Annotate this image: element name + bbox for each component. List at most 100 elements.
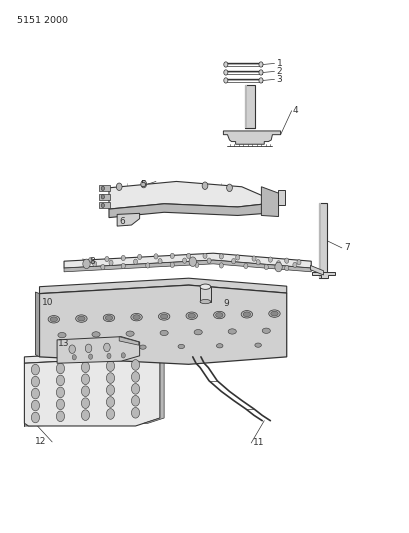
Circle shape [267, 257, 272, 262]
Ellipse shape [254, 343, 261, 348]
Circle shape [189, 257, 196, 266]
Polygon shape [119, 337, 139, 345]
Bar [277, 190, 284, 205]
Text: 5: 5 [139, 180, 145, 189]
Text: 8: 8 [89, 257, 94, 265]
Ellipse shape [101, 346, 108, 350]
Circle shape [284, 265, 288, 271]
Bar [99, 185, 110, 191]
Circle shape [243, 263, 247, 269]
Circle shape [202, 182, 207, 189]
Polygon shape [24, 351, 160, 364]
Circle shape [31, 376, 39, 387]
Circle shape [88, 257, 92, 263]
Ellipse shape [78, 316, 85, 321]
Ellipse shape [186, 312, 197, 319]
Bar [99, 202, 110, 208]
Text: 12: 12 [35, 438, 46, 447]
Circle shape [31, 412, 39, 423]
Circle shape [81, 398, 89, 408]
Polygon shape [35, 292, 39, 357]
Circle shape [133, 259, 137, 264]
Circle shape [141, 180, 146, 188]
Circle shape [258, 62, 263, 67]
Ellipse shape [105, 316, 112, 320]
Ellipse shape [270, 311, 277, 316]
Text: 3: 3 [276, 75, 281, 84]
Circle shape [182, 258, 186, 263]
Polygon shape [39, 278, 286, 294]
Ellipse shape [92, 332, 100, 337]
Ellipse shape [48, 316, 59, 323]
Circle shape [231, 259, 235, 264]
Bar [319, 203, 321, 278]
Ellipse shape [262, 328, 270, 333]
Text: 4: 4 [292, 106, 298, 115]
Circle shape [56, 399, 64, 410]
Polygon shape [311, 272, 334, 278]
Circle shape [56, 363, 64, 374]
Bar [319, 203, 326, 278]
Circle shape [92, 261, 97, 266]
Circle shape [103, 343, 110, 352]
Circle shape [131, 384, 139, 394]
Circle shape [219, 254, 223, 259]
Circle shape [258, 70, 263, 75]
Circle shape [31, 400, 39, 411]
Ellipse shape [178, 344, 184, 349]
Text: 9: 9 [223, 299, 229, 308]
Circle shape [170, 253, 174, 259]
Ellipse shape [133, 315, 140, 320]
Circle shape [207, 258, 211, 263]
Circle shape [121, 263, 125, 269]
Ellipse shape [188, 313, 195, 318]
Ellipse shape [158, 313, 169, 320]
Circle shape [264, 264, 267, 270]
Bar [245, 85, 247, 128]
Polygon shape [64, 260, 310, 272]
Circle shape [202, 253, 207, 259]
Polygon shape [310, 265, 323, 275]
Text: 5151 2000: 5151 2000 [17, 15, 68, 25]
Text: 6: 6 [119, 217, 125, 226]
Circle shape [131, 407, 139, 418]
Circle shape [85, 344, 92, 353]
Circle shape [101, 186, 104, 190]
Circle shape [121, 255, 125, 261]
Polygon shape [261, 187, 278, 216]
Polygon shape [24, 357, 160, 426]
Text: 1: 1 [276, 59, 281, 68]
Circle shape [101, 203, 104, 207]
Circle shape [223, 78, 227, 83]
Circle shape [105, 256, 109, 262]
Circle shape [226, 184, 232, 191]
Circle shape [56, 387, 64, 398]
Circle shape [235, 255, 239, 260]
Circle shape [284, 258, 288, 263]
Circle shape [252, 256, 256, 261]
Polygon shape [144, 357, 164, 423]
Circle shape [274, 262, 281, 272]
Circle shape [106, 373, 114, 383]
Ellipse shape [63, 346, 69, 351]
Ellipse shape [76, 315, 87, 322]
Circle shape [258, 78, 263, 83]
Circle shape [31, 388, 39, 399]
Text: 2: 2 [276, 67, 281, 76]
Ellipse shape [268, 310, 279, 317]
Ellipse shape [193, 329, 202, 335]
Ellipse shape [215, 313, 222, 318]
Circle shape [109, 260, 113, 265]
Ellipse shape [130, 313, 142, 321]
Circle shape [153, 254, 157, 259]
Ellipse shape [216, 344, 222, 348]
Circle shape [186, 253, 190, 259]
Circle shape [69, 345, 75, 353]
Circle shape [101, 195, 104, 199]
Ellipse shape [126, 331, 134, 336]
Circle shape [106, 361, 114, 372]
Circle shape [106, 385, 114, 395]
Circle shape [131, 372, 139, 382]
Polygon shape [117, 213, 139, 226]
Ellipse shape [227, 329, 236, 334]
